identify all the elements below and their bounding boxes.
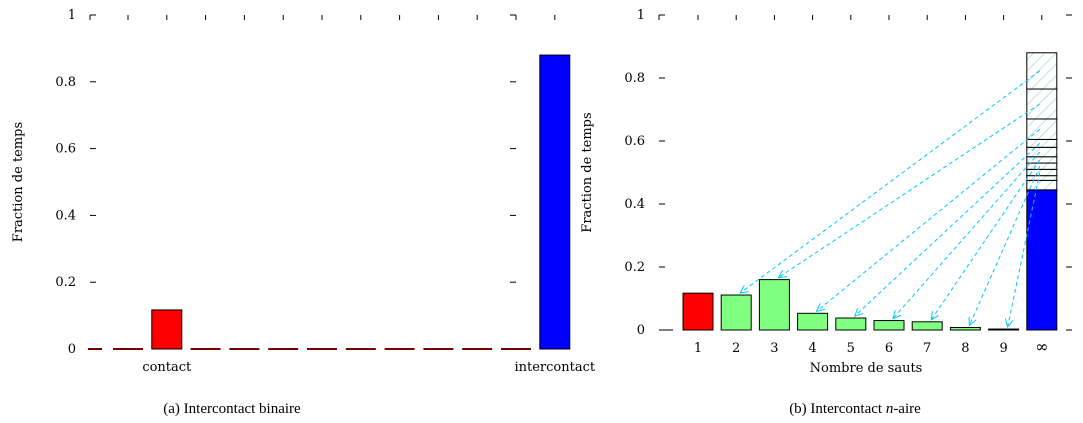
x-tick-label: 5 xyxy=(847,341,855,356)
bar xyxy=(682,292,714,331)
y-tick-label: 0.2 xyxy=(55,275,76,290)
y-tick-label: 0.6 xyxy=(624,134,645,149)
x-tick-label: 4 xyxy=(808,341,816,356)
x-tick-label: 8 xyxy=(961,341,969,356)
x-tick-label: contact xyxy=(142,360,192,375)
bar xyxy=(758,279,790,331)
bar xyxy=(151,309,183,350)
caption-b: (b) Intercontact n-aire xyxy=(789,401,921,417)
arrow xyxy=(740,70,1041,293)
y-tick-label: 0.8 xyxy=(624,71,645,86)
arrow xyxy=(778,103,1041,278)
bar xyxy=(797,312,829,331)
y-tick-label: 1 xyxy=(637,8,645,23)
bar xyxy=(1026,189,1058,331)
y-tick-label: 0 xyxy=(637,323,645,338)
bar xyxy=(911,321,943,331)
arrow xyxy=(969,165,1041,325)
y-axis-label: Fraction de temps xyxy=(11,122,26,242)
arrow xyxy=(817,128,1041,311)
bar xyxy=(873,320,905,331)
x-tick-label: 9 xyxy=(999,341,1007,356)
y-tick-label: 0.6 xyxy=(55,142,76,157)
x-axis-label: Nombre de sauts xyxy=(810,361,923,376)
x-tick-label: 3 xyxy=(770,341,778,356)
bar xyxy=(949,326,981,331)
bar xyxy=(720,294,752,331)
arrow xyxy=(1008,172,1041,328)
y-tick-label: 1 xyxy=(68,8,76,23)
y-tick-label: 0.8 xyxy=(55,75,76,90)
y-tick-label: 0.2 xyxy=(624,260,645,275)
bar xyxy=(988,328,1020,331)
stacked-segment xyxy=(1026,146,1058,158)
arrow xyxy=(931,159,1041,320)
y-tick-label: 0.4 xyxy=(624,197,645,212)
stacked-segment xyxy=(1026,179,1058,191)
bar xyxy=(539,54,571,350)
x-tick-label: ∞ xyxy=(1035,337,1048,356)
x-tick-label: intercontact xyxy=(514,360,595,375)
x-tick-label: 6 xyxy=(885,341,893,356)
stacked-segment xyxy=(1026,52,1058,90)
bar xyxy=(835,317,867,331)
arrow xyxy=(893,151,1041,319)
x-tick-label: 1 xyxy=(694,341,702,356)
x-tick-label: 7 xyxy=(923,341,931,356)
stacked-segment xyxy=(1026,118,1058,140)
chart-a: 0 0.2 0.4 0.6 0.8 1 Fraction de temps contact in… xyxy=(11,8,596,417)
stacked-segment xyxy=(1026,138,1058,148)
stacked-segment xyxy=(1026,175,1058,181)
stacked-segment xyxy=(1026,162,1058,170)
arrow xyxy=(855,142,1041,316)
y-tick-label: 0 xyxy=(68,342,76,357)
stacked-segment xyxy=(1026,88,1058,120)
x-tick-label: 2 xyxy=(732,341,740,356)
y-tick-label: 0.4 xyxy=(55,208,76,223)
y-axis-label: Fraction de temps xyxy=(580,112,595,232)
chart-b: 0 0.2 0.4 0.6 0.8 1 Fraction de temps 1 2 3 4 5 6 7 8 9… xyxy=(580,8,1072,417)
stacked-segment xyxy=(1026,156,1058,164)
caption-a: (a) Intercontact binaire xyxy=(163,401,301,417)
